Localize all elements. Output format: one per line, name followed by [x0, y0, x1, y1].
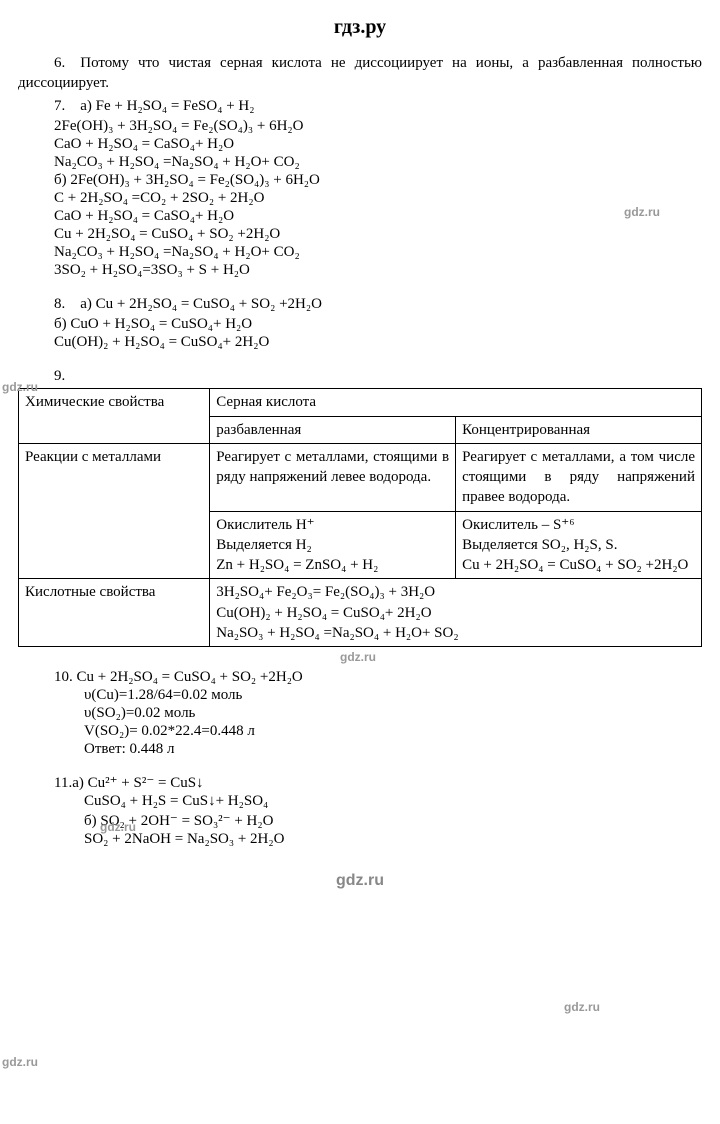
q7-line: C + 2H₂SO₄ =CO₂ + 2SO₂ + 2H₂O [54, 190, 702, 207]
table-row: Реакции с металлами Реагирует с металлам… [19, 443, 702, 511]
q10-line: υ(Cu)=1.28/64=0.02 моль [54, 687, 702, 704]
q7-line: 2Fe(OH)₃ + 3H₂SO₄ = Fe₂(SO₄)₃ + 6H₂O [54, 118, 702, 135]
q11-block: 11.а) Cu²⁺ + S²⁻ = CuS↓ CuSO₄ + H₂S = Cu… [54, 773, 702, 848]
q11-line: 11.а) Cu²⁺ + S²⁻ = CuS↓ [54, 773, 702, 792]
q7-line: CaO + H₂SO₄ = CaSO₄+ H₂O [54, 208, 702, 225]
q7-block: 2Fe(OH)₃ + 3H₂SO₄ = Fe₂(SO₄)₃ + 6H₂O CaO… [54, 118, 702, 279]
q7-line: 3SO₂ + H₂SO₄=3SO₃ + S + H₂O [54, 262, 702, 279]
td-conc-top: Реагирует с металлами, а том числе стоящ… [456, 443, 702, 511]
watermark-5: gdz.ru [564, 1000, 600, 1014]
q7-lead: 7. а) Fe + H₂SO₄ = FeSO₄ + H₂ [18, 96, 702, 116]
q9-label: 9. [18, 366, 702, 386]
q7-line: б) 2Fe(OH)₃ + 3H₂SO₄ = Fe₂(SO₄)₃ + 6H₂O [54, 172, 702, 189]
q6-text: 6. Потому что чистая серная кислота не д… [18, 53, 702, 94]
td-dilute-top: Реагирует с металлами, стоящими в ряду н… [210, 443, 456, 511]
q10-line: V(SO₂)= 0.02*22.4=0.448 л [54, 723, 702, 740]
th-sulfuric-acid: Серная кислота [210, 389, 702, 416]
td-acid-label: Кислотные свойства [19, 579, 210, 647]
page: гдз.ру gdz.ru gdz.ru gdz.ru gdz.ru gdz.r… [0, 0, 720, 910]
q11-line: б) SO₂ + 2OH⁻ = SO₃²⁻ + H₂O [54, 811, 702, 830]
td-acid-merged: 3H₂SO₄+ Fe₂O₃= Fe₂(SO₄)₃ + 3H₂O Cu(OH)₂ … [210, 579, 702, 647]
q10-line: Ответ: 0.448 л [54, 741, 702, 758]
q8-block: б) CuO + H₂SO₄ = CuSO₄+ H₂O Cu(OH)₂ + H₂… [54, 316, 702, 351]
watermark-6: gdz.ru [2, 1055, 38, 1069]
q7-line: Na₂CO₃ + H₂SO₄ =Na₂SO₄ + H₂O+ CO₂ [54, 154, 702, 171]
table-row: Кислотные свойства 3H₂SO₄+ Fe₂O₃= Fe₂(SO… [19, 579, 702, 647]
q7-line: Na₂CO₃ + H₂SO₄ =Na₂SO₄ + H₂O+ CO₂ [54, 244, 702, 261]
q10-block: 10. Cu + 2H₂SO₄ = CuSO₄ + SO₂ +2H₂O υ(Cu… [54, 669, 702, 758]
td-metals-label: Реакции с металлами [19, 443, 210, 579]
td-conc-bot: Окислитель – S⁺⁶ Выделяется SO₂, H₂S, S.… [456, 511, 702, 579]
table-row: Химические свойства Серная кислота [19, 389, 702, 416]
q8-lead: 8. а) Cu + 2H₂SO₄ = CuSO₄ + SO₂ +2H₂O [18, 294, 702, 314]
footer-watermark: gdz.ru [18, 872, 702, 890]
page-header: гдз.ру [18, 16, 702, 39]
q10-line: 10. Cu + 2H₂SO₄ = CuSO₄ + SO₂ +2H₂O [54, 669, 702, 686]
q7-line: Cu + 2H₂SO₄ = CuSO₄ + SO₂ +2H₂O [54, 226, 702, 243]
q11-line: SO₂ + 2NaOH = Na₂SO₃ + 2H₂O [54, 831, 702, 848]
q8-line: б) CuO + H₂SO₄ = CuSO₄+ H₂O [54, 316, 702, 333]
q8-line: Cu(OH)₂ + H₂SO₄ = CuSO₄+ 2H₂O [54, 334, 702, 351]
q7-line: CaO + H₂SO₄ = CaSO₄+ H₂O [54, 136, 702, 153]
q11-line: CuSO₄ + H₂S = CuS↓+ H₂SO₄ [54, 793, 702, 810]
q10-line: υ(SO₂)=0.02 моль [54, 705, 702, 722]
td-dilute-bot: Окислитель H⁺ Выделяется H₂ Zn + H₂SO₄ =… [210, 511, 456, 579]
th-dilute: разбавленная [210, 416, 456, 443]
q9-table: Химические свойства Серная кислота разба… [18, 388, 702, 647]
th-concentrated: Концентрированная [456, 416, 702, 443]
th-chem-properties: Химические свойства [19, 389, 210, 444]
